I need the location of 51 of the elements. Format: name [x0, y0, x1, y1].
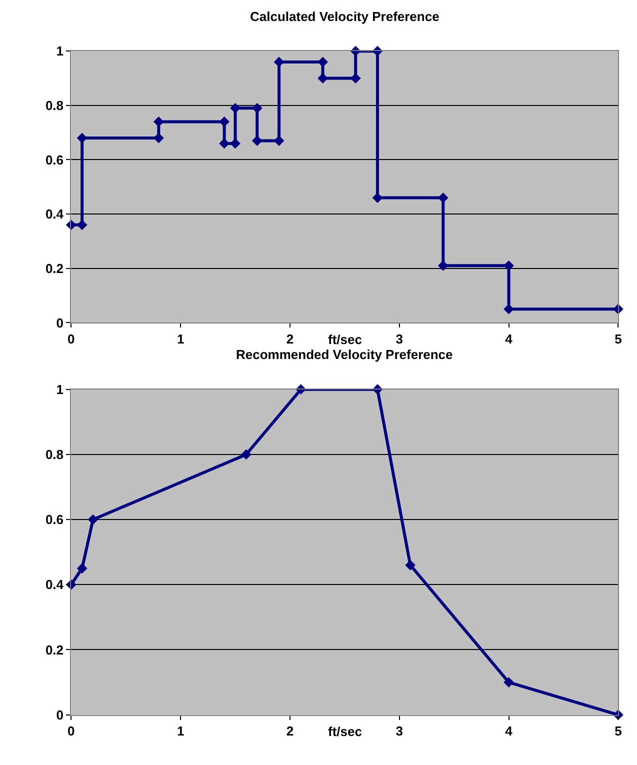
x-tick-label: 4: [505, 723, 514, 738]
x-tick-label: 1: [176, 723, 184, 738]
y-tick-label: 0.6: [45, 152, 64, 168]
y-tick-label: 1: [56, 44, 64, 59]
point: [504, 260, 514, 271]
y-tick-label: 0.4: [45, 577, 64, 592]
point: [318, 56, 328, 68]
point: [504, 304, 514, 314]
chart-title: Recommended Velocity Preference: [236, 347, 453, 362]
x-tick-label: 5: [614, 723, 622, 738]
point: [76, 563, 88, 574]
y-tick-label: 0: [56, 315, 64, 330]
y-tick-label: 0.8: [45, 98, 64, 113]
y-tick-label: 0.4: [45, 206, 64, 222]
x-tick-label: 3: [396, 331, 403, 346]
x-tick-label: 2: [286, 331, 294, 346]
y-tick-label: 0.2: [45, 260, 64, 276]
point: [274, 56, 284, 68]
point: [274, 136, 284, 146]
point: [230, 138, 240, 149]
point: [350, 73, 361, 84]
point: [252, 136, 262, 146]
chart-title: Calculated Velocity Preference: [250, 9, 440, 24]
point: [153, 116, 164, 127]
y-tick-label: 0.2: [45, 642, 64, 658]
point: [405, 560, 416, 570]
y-tick-label: 0.8: [45, 447, 64, 462]
y-tick-label: 0.6: [45, 512, 64, 528]
point: [438, 260, 448, 271]
point: [88, 514, 98, 525]
point: [230, 102, 240, 114]
y-tick-label: 1: [56, 382, 64, 397]
point: [219, 116, 230, 127]
x-tick-label: 3: [396, 723, 403, 738]
x-tick-label: 4: [505, 331, 514, 346]
x-tick-label: 5: [614, 331, 622, 346]
x-tick-label: 0: [68, 723, 75, 738]
point: [252, 102, 262, 114]
y-tick-label: 0: [56, 707, 64, 722]
point: [76, 132, 88, 144]
point: [372, 192, 383, 203]
point: [240, 449, 252, 460]
point: [318, 73, 328, 84]
point: [438, 192, 448, 203]
x-axis-title: ft/sec: [328, 724, 362, 739]
x-axis-title: ft/sec: [328, 332, 362, 347]
point: [76, 220, 88, 230]
x-tick-label: 1: [176, 331, 184, 346]
x-tick-label: 0: [68, 331, 75, 346]
point: [504, 677, 514, 688]
x-tick-label: 2: [286, 723, 294, 738]
